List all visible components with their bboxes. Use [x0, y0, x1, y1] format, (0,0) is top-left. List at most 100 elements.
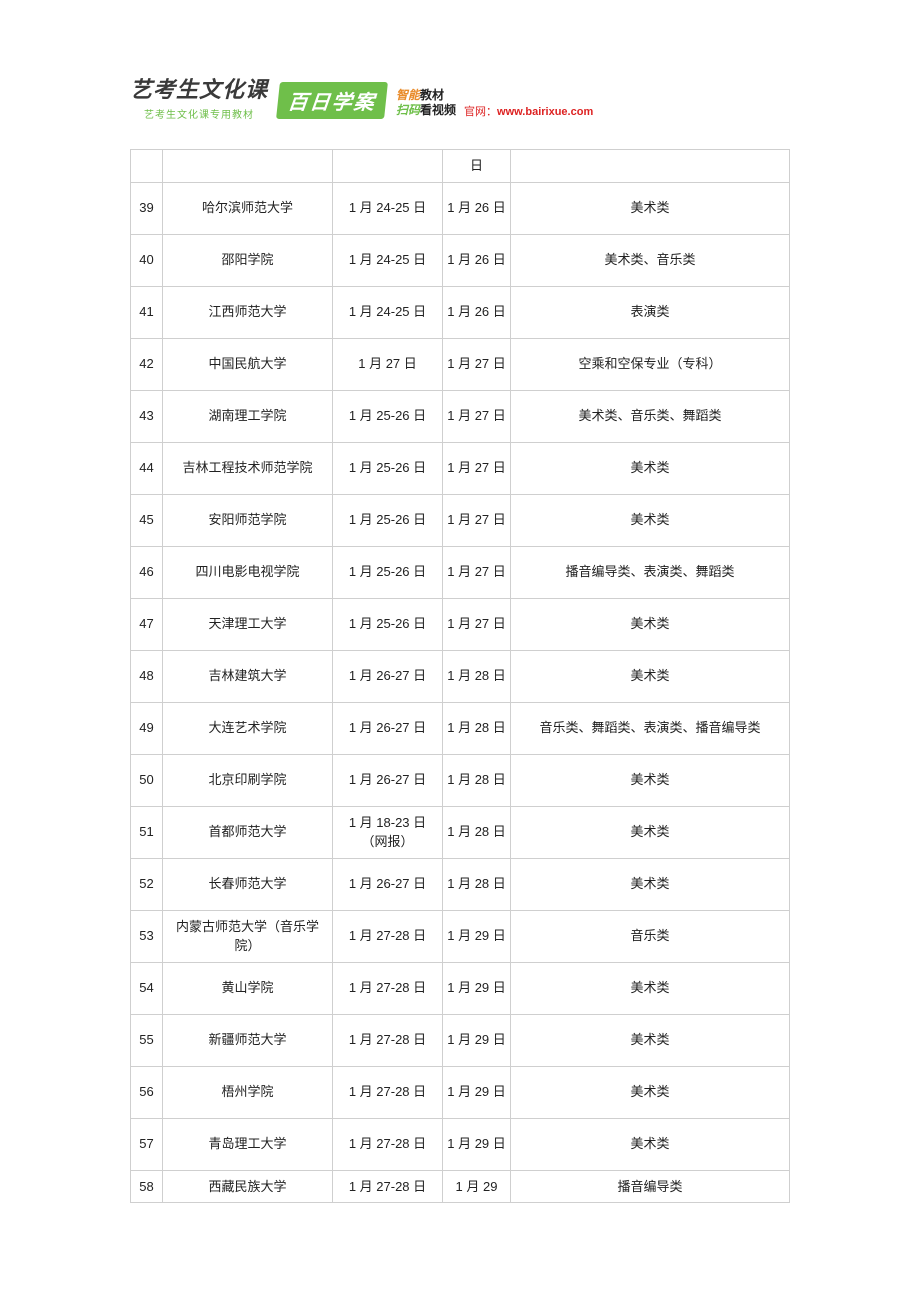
cell-date2: 1 月 28 日	[443, 650, 511, 702]
cell-cat: 美术类	[511, 858, 790, 910]
cell-date1: 1 月 25-26 日	[333, 442, 443, 494]
cell-idx: 44	[131, 442, 163, 494]
cell-school: 青岛理工大学	[163, 1118, 333, 1170]
cell-idx: 54	[131, 962, 163, 1014]
cell-school: 哈尔滨师范大学	[163, 182, 333, 234]
cell-school: 黄山学院	[163, 962, 333, 1014]
cell-date2: 1 月 27 日	[443, 546, 511, 598]
table-row: 48吉林建筑大学1 月 26-27 日1 月 28 日美术类	[131, 650, 790, 702]
cell-date1: 1 月 27-28 日	[333, 910, 443, 962]
cell-idx: 50	[131, 754, 163, 806]
cell-cat: 美术类	[511, 442, 790, 494]
table-row: 57青岛理工大学1 月 27-28 日1 月 29 日美术类	[131, 1118, 790, 1170]
cell-date2: 1 月 26 日	[443, 182, 511, 234]
cell-school: 吉林工程技术师范学院	[163, 442, 333, 494]
table-row: 47天津理工大学1 月 25-26 日1 月 27 日美术类	[131, 598, 790, 650]
cell-school: 湖南理工学院	[163, 390, 333, 442]
cell-date1: 1 月 26-27 日	[333, 754, 443, 806]
cell-school: 梧州学院	[163, 1066, 333, 1118]
cell-idx: 52	[131, 858, 163, 910]
cell-cat: 表演类	[511, 286, 790, 338]
cell-date2: 1 月 28 日	[443, 702, 511, 754]
cell-date2: 1 月 27 日	[443, 390, 511, 442]
cell-school: 中国民航大学	[163, 338, 333, 390]
cell-date2: 1 月 27 日	[443, 494, 511, 546]
cell-school	[163, 150, 333, 183]
cell-school: 西藏民族大学	[163, 1170, 333, 1203]
cell-school: 新疆师范大学	[163, 1014, 333, 1066]
cell-cat: 美术类、音乐类	[511, 234, 790, 286]
cell-school: 安阳师范学院	[163, 494, 333, 546]
cell-date2: 1 月 29 日	[443, 1118, 511, 1170]
schedule-table: 日39哈尔滨师范大学1 月 24-25 日1 月 26 日美术类40邵阳学院1 …	[130, 149, 790, 1203]
cell-date1: 1 月 27-28 日	[333, 1118, 443, 1170]
cell-date1: 1 月 18-23 日（网报）	[333, 806, 443, 858]
cell-school: 大连艺术学院	[163, 702, 333, 754]
cell-school: 北京印刷学院	[163, 754, 333, 806]
feature-block: 智能教材 扫码看视频	[396, 88, 456, 119]
cell-cat: 播音编导类	[511, 1170, 790, 1203]
cell-date1	[333, 150, 443, 183]
cell-cat: 美术类	[511, 182, 790, 234]
cell-cat: 美术类	[511, 1118, 790, 1170]
cell-school: 天津理工大学	[163, 598, 333, 650]
cell-date1: 1 月 24-25 日	[333, 234, 443, 286]
cell-cat: 播音编导类、表演类、舞蹈类	[511, 546, 790, 598]
cell-date2: 1 月 29	[443, 1170, 511, 1203]
cell-idx: 46	[131, 546, 163, 598]
table-row: 52长春师范大学1 月 26-27 日1 月 28 日美术类	[131, 858, 790, 910]
cell-date1: 1 月 26-27 日	[333, 702, 443, 754]
feature-top-orange: 智能	[396, 88, 420, 102]
table-row: 51首都师范大学1 月 18-23 日（网报）1 月 28 日美术类	[131, 806, 790, 858]
cell-date2: 1 月 29 日	[443, 962, 511, 1014]
cell-date1: 1 月 27 日	[333, 338, 443, 390]
cell-idx: 42	[131, 338, 163, 390]
cell-date1: 1 月 25-26 日	[333, 598, 443, 650]
cell-idx: 47	[131, 598, 163, 650]
cell-cat: 音乐类、舞蹈类、表演类、播音编导类	[511, 702, 790, 754]
table-row: 40邵阳学院1 月 24-25 日1 月 26 日美术类、音乐类	[131, 234, 790, 286]
cell-idx: 51	[131, 806, 163, 858]
cell-cat: 美术类、音乐类、舞蹈类	[511, 390, 790, 442]
cell-idx: 57	[131, 1118, 163, 1170]
feature-bottom-green: 扫码	[396, 103, 420, 117]
cell-date1: 1 月 27-28 日	[333, 1066, 443, 1118]
cell-date1: 1 月 26-27 日	[333, 650, 443, 702]
cell-school: 江西师范大学	[163, 286, 333, 338]
table-row: 55新疆师范大学1 月 27-28 日1 月 29 日美术类	[131, 1014, 790, 1066]
cell-school: 吉林建筑大学	[163, 650, 333, 702]
badge-hundred-days: 百日学案	[276, 82, 388, 119]
cell-date1: 1 月 27-28 日	[333, 1170, 443, 1203]
cell-date1: 1 月 27-28 日	[333, 1014, 443, 1066]
cell-date2: 日	[443, 150, 511, 183]
cell-date1: 1 月 25-26 日	[333, 494, 443, 546]
cell-idx: 41	[131, 286, 163, 338]
table-row: 39哈尔滨师范大学1 月 24-25 日1 月 26 日美术类	[131, 182, 790, 234]
cell-date1: 1 月 25-26 日	[333, 390, 443, 442]
cell-date2: 1 月 29 日	[443, 1014, 511, 1066]
cell-date2: 1 月 29 日	[443, 1066, 511, 1118]
table-row: 50北京印刷学院1 月 26-27 日1 月 28 日美术类	[131, 754, 790, 806]
cell-school: 四川电影电视学院	[163, 546, 333, 598]
table-row: 49大连艺术学院1 月 26-27 日1 月 28 日音乐类、舞蹈类、表演类、播…	[131, 702, 790, 754]
cell-date1: 1 月 26-27 日	[333, 858, 443, 910]
cell-idx: 48	[131, 650, 163, 702]
cell-cat: 美术类	[511, 754, 790, 806]
table-row: 46四川电影电视学院1 月 25-26 日1 月 27 日播音编导类、表演类、舞…	[131, 546, 790, 598]
cell-idx	[131, 150, 163, 183]
table-row: 58西藏民族大学1 月 27-28 日1 月 29播音编导类	[131, 1170, 790, 1203]
cell-idx: 43	[131, 390, 163, 442]
cell-cat	[511, 150, 790, 183]
cell-date2: 1 月 28 日	[443, 806, 511, 858]
title-block: 艺考生文化课 艺考生文化课专用教材	[130, 72, 268, 121]
table-row: 42中国民航大学1 月 27 日1 月 27 日空乘和空保专业（专科）	[131, 338, 790, 390]
table-row: 日	[131, 150, 790, 183]
table-row: 41江西师范大学1 月 24-25 日1 月 26 日表演类	[131, 286, 790, 338]
cell-idx: 55	[131, 1014, 163, 1066]
site-url: www.bairixue.com	[497, 106, 593, 118]
cell-cat: 美术类	[511, 806, 790, 858]
cell-idx: 49	[131, 702, 163, 754]
cell-idx: 58	[131, 1170, 163, 1203]
cell-cat: 美术类	[511, 1014, 790, 1066]
table-row: 56梧州学院1 月 27-28 日1 月 29 日美术类	[131, 1066, 790, 1118]
